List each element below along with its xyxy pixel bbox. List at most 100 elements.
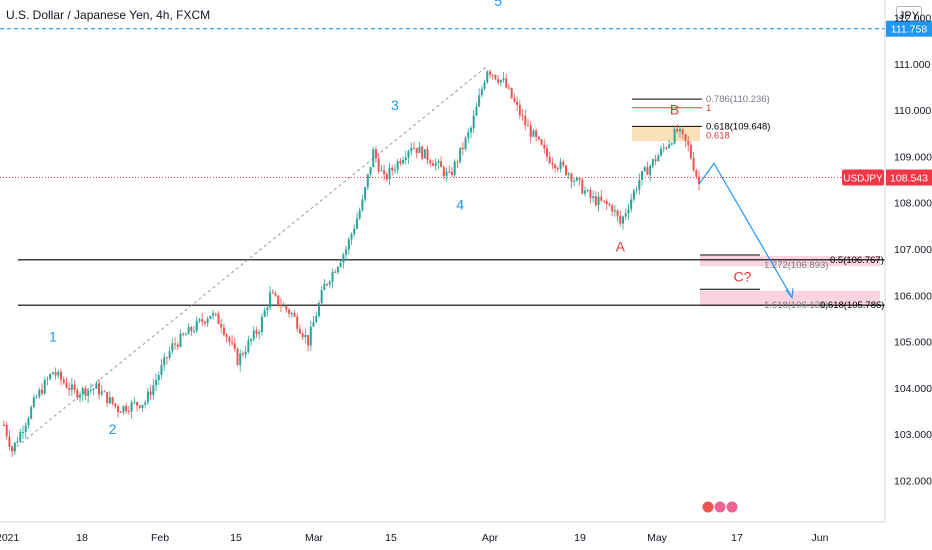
candle-body [225, 334, 228, 338]
candle-body [673, 129, 676, 144]
price-axis: 102.000 103.000 104.000 105.000 106.000 107.0… [884, 0, 932, 522]
candle-body [296, 316, 299, 329]
candle-body [594, 196, 597, 206]
wave-label: C? [734, 268, 752, 284]
candle-body [377, 158, 380, 172]
candle-body [279, 305, 282, 307]
candle-body [274, 293, 277, 296]
candle-body [600, 196, 603, 201]
candle-body [535, 130, 538, 137]
candle-body [298, 328, 301, 334]
candle-body [239, 353, 242, 365]
candle-body [369, 167, 372, 175]
time-tick-label: 18 [76, 532, 88, 544]
candle-body [331, 271, 334, 282]
candle-body [570, 173, 573, 182]
candle-body [480, 88, 483, 96]
time-tick-label: 17 [731, 532, 743, 544]
candle-body [684, 134, 687, 142]
candle-body [119, 411, 122, 413]
candle-body [421, 146, 424, 159]
candle-body [241, 353, 244, 355]
symbol-tag [842, 169, 884, 186]
candle-body [660, 148, 663, 156]
price-tick-label: 110.000 [894, 105, 931, 117]
candle-body [209, 315, 212, 320]
candle-body [689, 145, 692, 159]
candle-body [125, 405, 128, 412]
candle-body [130, 402, 133, 412]
fib-zones [632, 98, 880, 306]
candle-body [160, 365, 163, 375]
candle-body [415, 148, 418, 154]
candle-body [670, 143, 673, 145]
candle-body [526, 125, 529, 127]
candle-body [681, 129, 684, 135]
candle-body [442, 167, 445, 177]
candle-body [467, 132, 470, 138]
candle-body [497, 79, 500, 83]
candle-body [524, 115, 527, 126]
candle-body [136, 402, 139, 406]
candle-body [624, 213, 627, 217]
candle-body [486, 71, 489, 83]
candle-body [475, 106, 478, 116]
candle-body [165, 357, 168, 359]
candle-body [459, 147, 462, 162]
candle-body [92, 388, 95, 390]
candle-body [255, 330, 258, 334]
candle-body [687, 141, 690, 146]
candle-body [108, 397, 111, 404]
candle-body [11, 446, 14, 452]
candle-body [407, 151, 410, 158]
candle-body [537, 136, 540, 140]
candle-body [491, 74, 494, 76]
candle-body [630, 199, 633, 210]
candle-body [182, 333, 185, 335]
candle-body [483, 82, 486, 89]
candle-body [388, 167, 391, 180]
chart-title: U.S. Dollar / Japanese Yen, 4h, FXCM [6, 8, 211, 22]
candle-body [65, 382, 68, 388]
candle-body [546, 148, 548, 157]
candle-body [679, 129, 682, 132]
candle-body [89, 389, 92, 391]
candle-body [654, 159, 657, 162]
candle-body [562, 161, 565, 166]
time-tick-label: Mar [305, 532, 324, 544]
candle-body [19, 431, 22, 442]
projection-arrow [698, 162, 794, 300]
candle-body [193, 330, 196, 332]
candle-body [445, 171, 448, 177]
fib-level-label: 0.618(109.648) [706, 121, 770, 132]
candle-body [233, 343, 236, 349]
price-tick-label: 109.000 [894, 151, 932, 163]
fib-level-label: 1.272(106.893) [764, 260, 828, 271]
candle-body [106, 391, 109, 404]
candle-body [57, 371, 60, 376]
candle-body [355, 218, 358, 229]
candle-body [16, 441, 19, 443]
candle-body [581, 179, 584, 194]
current-price-tag: USDJPY 108.543 [842, 169, 932, 186]
candle-body [698, 176, 701, 185]
candle-body [692, 158, 695, 171]
candle-body [24, 425, 27, 432]
candle-body [269, 292, 272, 308]
price-tick-label: 112.000 [894, 13, 931, 25]
fib-level-label: 0.786(110.236) [706, 94, 770, 105]
candle-body [578, 177, 581, 180]
candle-body [657, 155, 660, 162]
fib-level-label: 0.5(106.767) [830, 255, 884, 266]
candle-body [38, 389, 41, 397]
candle-body [396, 161, 399, 170]
price-tick-label: 105.000 [894, 337, 932, 349]
candle-body [638, 179, 641, 190]
candle-body [122, 405, 125, 413]
level-price-label: 111.758 [891, 24, 928, 36]
time-tick-label: Jun [812, 532, 829, 544]
price-tick-label: 108.000 [894, 198, 932, 210]
candle-body [402, 159, 405, 164]
candle-body [174, 343, 177, 345]
